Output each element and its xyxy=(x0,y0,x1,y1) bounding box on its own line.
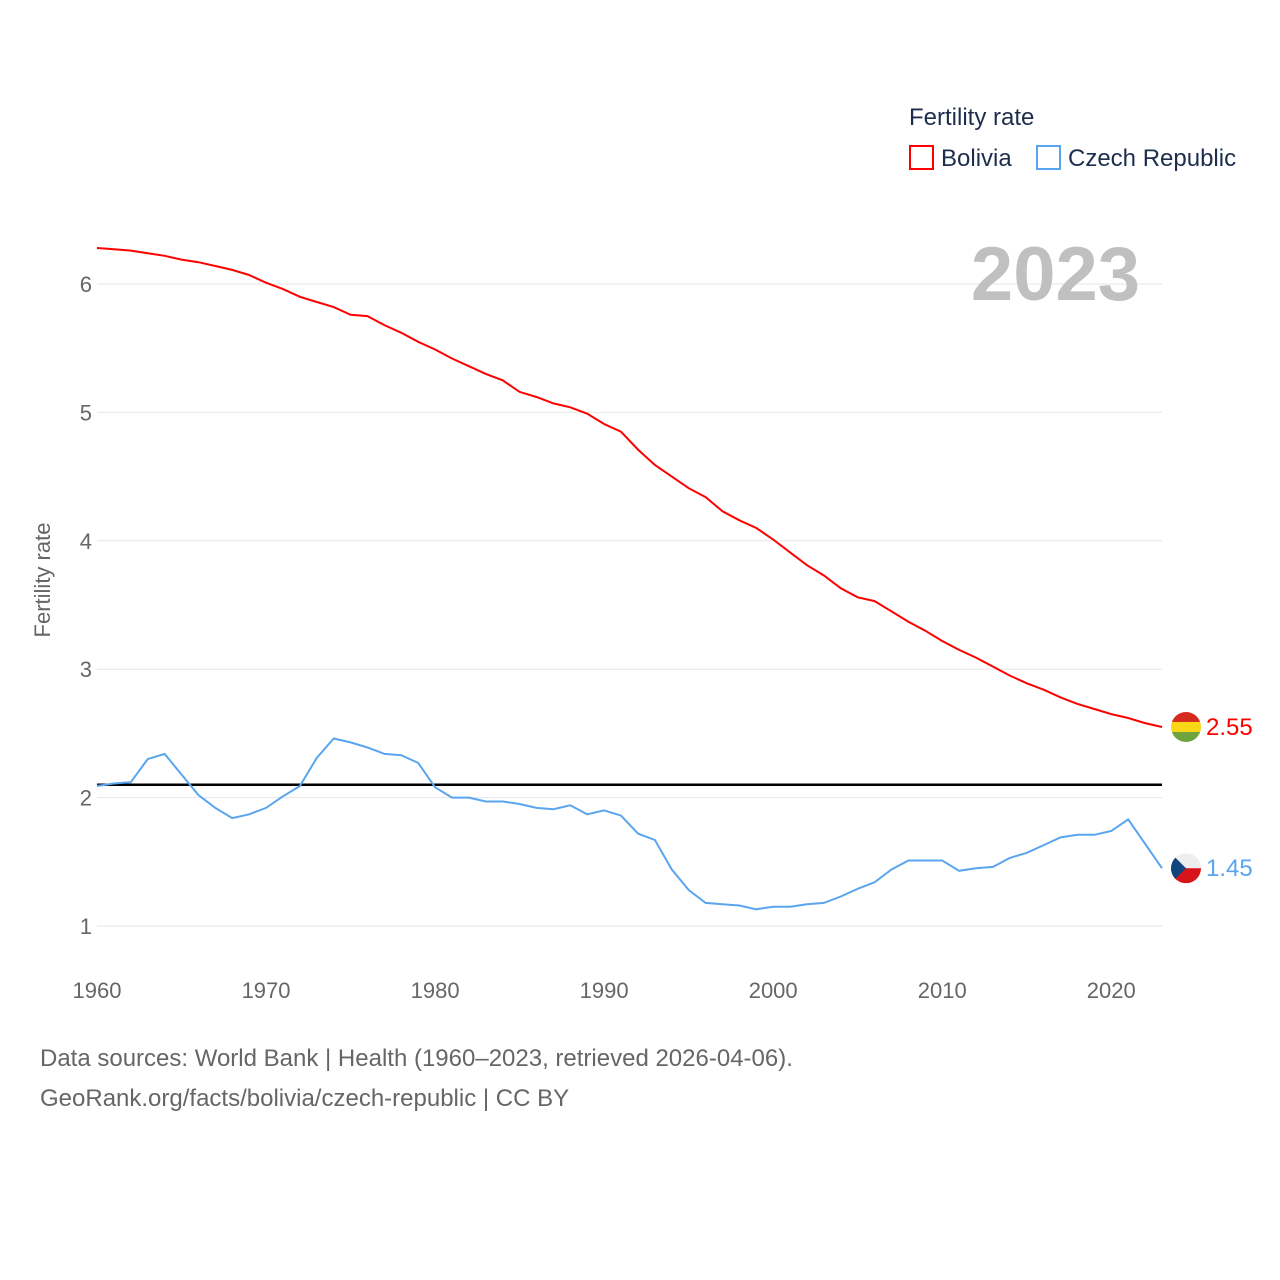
y-tick-label: 1 xyxy=(80,914,92,939)
series-line-czech-republic xyxy=(96,737,1163,911)
attribution-link[interactable]: GeoRank.org/facts/bolivia/czech-republic… xyxy=(40,1085,570,1112)
series-line-bolivia xyxy=(96,247,1163,728)
y-tick-label: 4 xyxy=(80,529,92,554)
x-tick-label: 1970 xyxy=(242,978,291,1003)
y-tick-label: 6 xyxy=(80,272,92,297)
end-value-label: 1.45 xyxy=(1206,855,1253,882)
data-source-text: Data sources: World Bank | Health (1960–… xyxy=(40,1045,793,1072)
x-tick-label: 2020 xyxy=(1087,978,1136,1003)
end-value-label: 2.55 xyxy=(1206,714,1253,741)
x-tick-label: 1980 xyxy=(411,978,460,1003)
x-tick-label: 1960 xyxy=(73,978,122,1003)
legend-item-bolivia: Bolivia xyxy=(941,145,1012,172)
y-tick-label: 2 xyxy=(80,786,92,811)
y-tick-label: 5 xyxy=(80,400,92,425)
year-label: 2023 xyxy=(971,232,1140,317)
x-tick-label: 2010 xyxy=(918,978,967,1003)
legend-item-czech-republic: Czech Republic xyxy=(1068,145,1236,172)
y-axis-label: Fertility rate xyxy=(30,523,55,638)
x-tick-label: 2000 xyxy=(749,978,798,1003)
x-tick-label: 1990 xyxy=(580,978,629,1003)
legend-title: Fertility rate xyxy=(909,104,1034,131)
legend-swatch xyxy=(1036,145,1061,170)
y-tick-label: 3 xyxy=(80,657,92,682)
czech-flag-icon xyxy=(1171,853,1201,884)
bolivia-flag-icon xyxy=(1171,711,1201,742)
legend-swatch xyxy=(909,145,934,170)
